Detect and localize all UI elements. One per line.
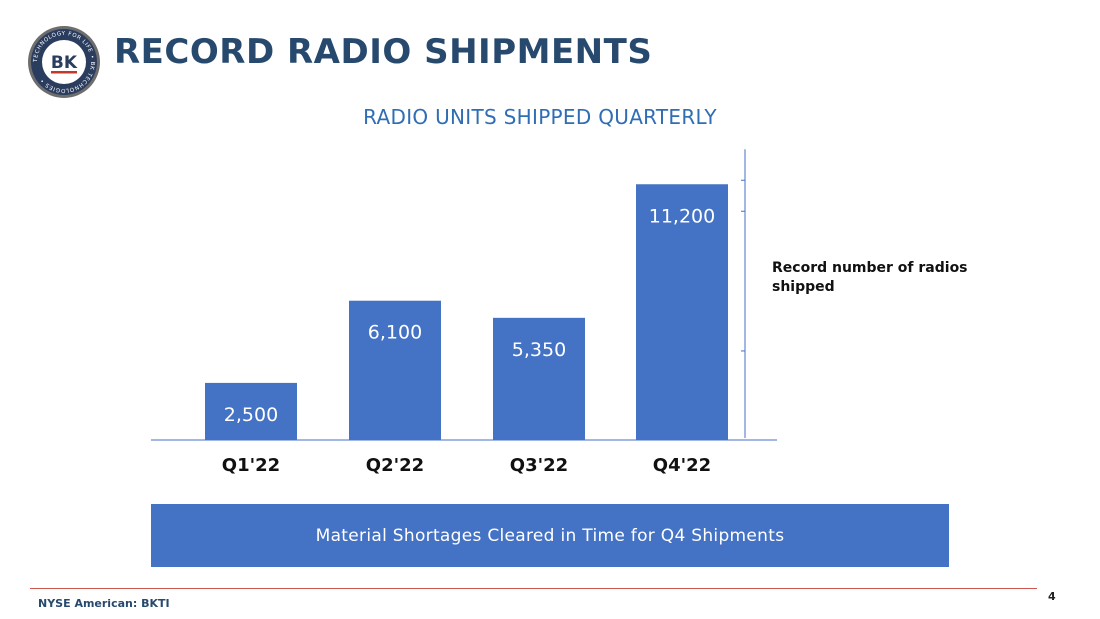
data-label-4: 11,200 (649, 205, 715, 227)
page-title: RECORD RADIO SHIPMENTS (114, 32, 653, 72)
summary-banner: Material Shortages Cleared in Time for Q… (151, 504, 949, 567)
chart-title: RADIO UNITS SHIPPED QUARTERLY (363, 105, 717, 129)
data-label-1: 2,500 (224, 404, 278, 426)
logo-initials: BK (51, 53, 78, 73)
banner-text: Material Shortages Cleared in Time for Q… (315, 525, 785, 546)
data-label-3: 5,350 (512, 339, 566, 361)
exchange-ticker: NYSE American: BKTI (38, 597, 170, 610)
company-logo: TECHNOLOGY FOR LIFE • BK TECHNOLOGIES • … (28, 26, 100, 98)
footer-divider (30, 588, 1037, 589)
x-tick-label-4: Q4'22 (653, 455, 711, 476)
x-tick-label-1: Q1'22 (222, 455, 280, 476)
bar-2 (349, 300, 441, 440)
bar-1 (205, 382, 297, 440)
x-tick-label-2: Q2'22 (366, 455, 424, 476)
x-tick-label-3: Q3'22 (510, 455, 568, 476)
record-annotation: Record number of radios shipped (772, 260, 968, 295)
page-number: 4 (1048, 590, 1056, 603)
bar-3 (493, 317, 585, 440)
bar-4 (636, 184, 728, 440)
data-label-2: 6,100 (368, 322, 422, 344)
